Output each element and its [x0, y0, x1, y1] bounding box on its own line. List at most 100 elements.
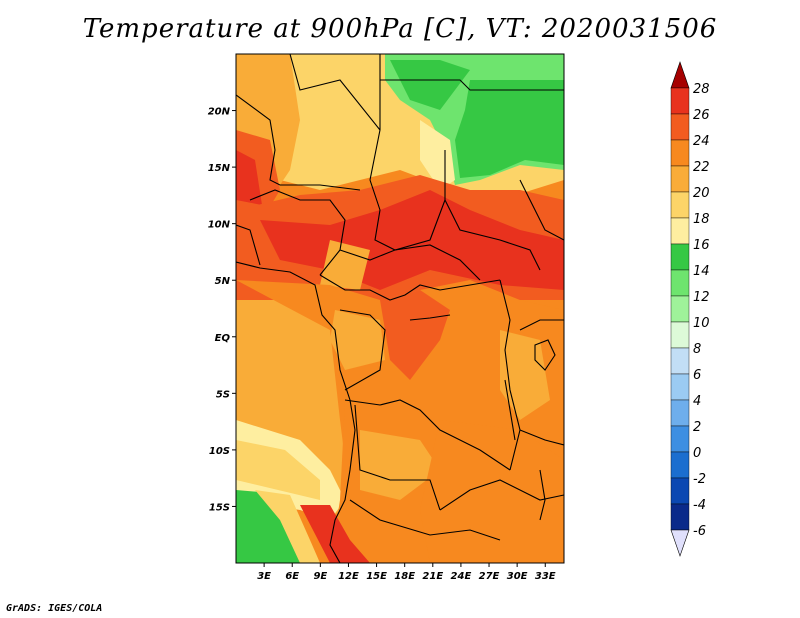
coastline-west [236, 261, 356, 563]
river-congo [409, 314, 451, 321]
colorbar-label: 18 [693, 212, 710, 227]
field-sudan-pale [420, 120, 455, 190]
field-angola-coast-2 [236, 440, 320, 500]
border-drc-east [499, 279, 521, 471]
field-namibia-pale [255, 490, 320, 563]
border-sahara [289, 54, 381, 131]
field-green-patch-2 [390, 60, 470, 110]
colorbar-label: 28 [693, 82, 710, 97]
colorbar-label: 12 [693, 290, 710, 305]
y-tick-label: 20N [208, 107, 231, 118]
x-tick-label: 27E [479, 571, 500, 582]
x-axis: 3E 6E 9E 12E 15E 18E 21E 24E 27E 30E 33E [257, 563, 556, 582]
field-sahel-lighter [320, 240, 370, 290]
colorbar-swatch [670, 399, 690, 427]
colorbar-top-triangle [670, 61, 690, 89]
y-tick-label: 10N [208, 220, 231, 231]
field-zambia-orange [420, 420, 564, 563]
x-tick-label: 21E [422, 571, 443, 582]
colorbar-label: 2 [693, 420, 701, 435]
colorbar-swatch [670, 269, 690, 297]
border-angola [354, 404, 441, 511]
colorbar-swatch [670, 243, 690, 271]
field-namibia-green [236, 490, 300, 563]
border-namibia [349, 499, 501, 541]
field-southern-pale [360, 430, 440, 500]
field-east-pale [500, 330, 550, 420]
colorbar-swatch [670, 373, 690, 401]
x-tick-label: 33E [535, 571, 556, 582]
temperature-field [236, 54, 564, 563]
border-kenya [519, 319, 564, 331]
border-egypt-sudan [380, 79, 564, 91]
y-tick-label: 5S [216, 389, 230, 400]
border-west [236, 224, 261, 266]
field-northwest-deep [236, 150, 262, 205]
colorbar-swatch [670, 347, 690, 375]
colorbar-label: 8 [693, 342, 701, 357]
x-tick-label: 9E [313, 571, 327, 582]
colorbar-label: 24 [693, 134, 710, 149]
colorbar-label: 10 [693, 316, 710, 331]
border-zambia [439, 479, 564, 511]
lake-tanganyika [504, 379, 516, 441]
y-axis: 20N 15N 10N 5N EQ 5S 10S 15S [208, 107, 236, 513]
colorbar-label: 6 [693, 368, 701, 383]
map-frame [235, 53, 565, 564]
border-south-sudan [444, 199, 541, 271]
x-tick-label: 12E [338, 571, 359, 582]
y-tick-label: EQ [215, 333, 231, 344]
colorbar-label: 26 [693, 108, 710, 123]
lake-malawi [539, 469, 546, 521]
colorbar-swatch [670, 87, 690, 115]
colorbar-swatch [670, 191, 690, 219]
x-tick-label: 6E [285, 571, 299, 582]
x-tick-label: 24E [451, 571, 472, 582]
grads-credit: GrADS: IGES/COLA [6, 603, 103, 614]
field-southwest-red [300, 505, 370, 563]
colorbar-label: 20 [693, 186, 710, 201]
colorbar-swatch [670, 113, 690, 141]
colorbar-swatch [670, 295, 690, 323]
border-congo [339, 309, 386, 391]
x-tick-label: 18E [394, 571, 415, 582]
chart-title: Temperature at 900hPa [C], VT: 202003150… [82, 14, 718, 44]
x-tick-label: 30E [507, 571, 528, 582]
colorbar-bottom-triangle [670, 529, 690, 557]
country-borders [236, 54, 564, 563]
colorbar-label: 4 [693, 394, 701, 409]
y-tick-label: 15N [208, 163, 231, 174]
field-congo-red [380, 290, 450, 380]
y-tick-label: 15S [209, 502, 230, 513]
colorbar-label: 16 [693, 238, 710, 253]
y-tick-label: 10S [209, 446, 230, 457]
colorbar-swatch [670, 217, 690, 245]
border-car [339, 244, 481, 281]
lake-victoria [534, 339, 556, 371]
x-tick-label: 3E [257, 571, 271, 582]
colorbar-swatch [670, 139, 690, 167]
border-ethiopia [519, 179, 564, 241]
border-drc-angola [344, 399, 511, 471]
x-tick-label: 15E [366, 571, 387, 582]
colorbar-swatch [670, 503, 690, 531]
field-congo-pale [330, 310, 385, 370]
colorbar-swatch [670, 321, 690, 349]
border-cameroon [319, 274, 501, 301]
colorbar-label: -4 [693, 498, 706, 513]
colorbar-label: 22 [693, 160, 710, 175]
border-libya-egypt [369, 54, 381, 181]
colorbar-swatch [670, 165, 690, 193]
colorbar-label: 0 [693, 446, 701, 461]
border-mali-niger [236, 94, 361, 191]
colorbar-swatch [670, 477, 690, 505]
colorbar-label: -6 [693, 524, 706, 539]
y-tick-label: 5N [215, 276, 231, 287]
colorbar-label: -2 [693, 472, 706, 487]
colorbar-label: 14 [693, 264, 710, 279]
border-tanzania [519, 429, 564, 446]
colorbar-swatch [670, 451, 690, 479]
colorbar-swatch [670, 425, 690, 453]
